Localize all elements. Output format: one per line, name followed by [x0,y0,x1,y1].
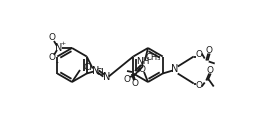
Text: O: O [48,34,55,43]
Text: CH₃: CH₃ [146,53,162,63]
Text: O: O [195,81,202,90]
Text: O: O [207,66,214,75]
Text: O: O [124,74,131,84]
Text: Cl: Cl [83,63,92,72]
Text: Cl: Cl [96,68,105,77]
Text: -: - [56,59,58,68]
Text: N: N [103,72,110,82]
Text: NH: NH [136,57,150,66]
Text: O: O [48,53,55,63]
Text: O: O [195,50,202,59]
Text: O: O [132,80,139,88]
Text: N: N [171,65,178,74]
Text: O: O [139,65,146,74]
Text: +: + [60,41,65,46]
Text: N: N [92,66,99,76]
Text: N: N [55,43,63,53]
Text: O: O [206,46,213,55]
